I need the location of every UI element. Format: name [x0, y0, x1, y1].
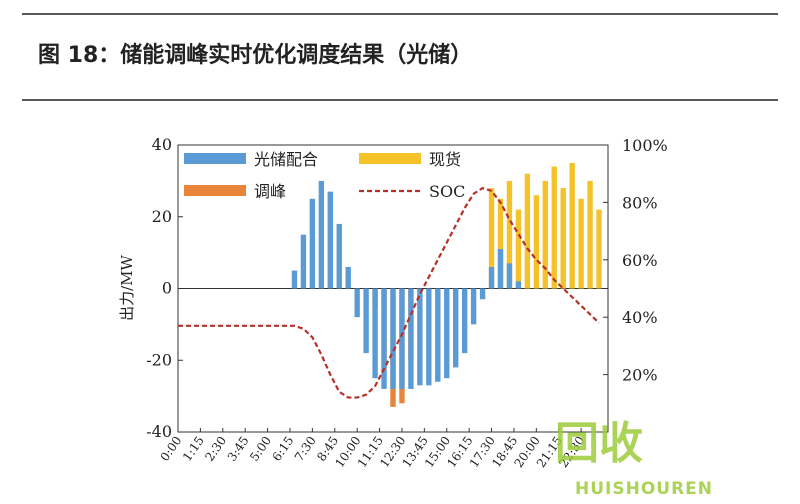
bar	[399, 288, 405, 389]
bar	[569, 162, 575, 289]
y-tick-label: 0	[162, 279, 172, 298]
bar	[488, 266, 495, 289]
bar	[381, 288, 387, 389]
bar	[596, 209, 602, 289]
bar	[372, 288, 378, 379]
y-axis-label: 出力/MW	[118, 255, 136, 321]
bar	[453, 288, 459, 368]
y2-tick-label: 20%	[622, 366, 658, 385]
bar	[327, 191, 333, 289]
x-tick-label: 5:00	[247, 434, 274, 464]
bar	[363, 288, 369, 354]
x-tick-label: 3:45	[225, 434, 252, 464]
watermark: 回收	[555, 418, 643, 469]
bar	[300, 234, 307, 289]
legend-swatch	[184, 153, 246, 164]
bar	[309, 198, 316, 289]
y2-tick-label: 60%	[622, 251, 658, 270]
soc-line	[178, 186, 600, 399]
chart-title: 图 18：储能调峰实时优化调度结果（光储）	[38, 42, 472, 68]
bar	[417, 288, 423, 386]
bar	[318, 180, 325, 289]
bar	[587, 180, 593, 289]
bar	[524, 173, 531, 289]
legend-label: SOC	[429, 182, 465, 201]
bar	[470, 288, 477, 325]
bar	[408, 288, 414, 389]
bar	[560, 188, 566, 289]
bar	[488, 188, 495, 289]
y2-tick-label: 100%	[622, 136, 668, 155]
bar	[497, 198, 504, 289]
legend-label: 光储配合	[254, 150, 318, 169]
watermark: HUISHOUREN	[575, 479, 713, 499]
bar	[426, 288, 432, 386]
bar	[444, 288, 450, 379]
x-tick-label: 6:15	[270, 434, 297, 464]
bar	[390, 288, 396, 389]
x-tick-label: 1:15	[180, 434, 207, 464]
y2-tick-label: 80%	[622, 193, 658, 212]
legend-label: 现货	[429, 150, 461, 169]
bar	[479, 288, 486, 300]
bar	[551, 166, 557, 289]
bar	[336, 223, 342, 289]
legend-label: 调峰	[254, 182, 286, 201]
bar	[533, 195, 540, 289]
bar	[506, 180, 513, 289]
legend-swatch	[359, 153, 421, 164]
bar	[435, 288, 441, 382]
bar	[506, 263, 513, 289]
y-tick-label: 20	[152, 207, 172, 226]
x-tick-label: 7:30	[292, 434, 319, 464]
bar	[345, 266, 351, 289]
y2-tick-label: 40%	[622, 308, 658, 327]
y-tick-label: -40	[146, 422, 172, 441]
bar	[515, 209, 522, 289]
y-tick-label: 40	[152, 135, 172, 154]
x-tick-label: 2:30	[202, 434, 229, 464]
y-tick-label: -20	[146, 350, 172, 369]
bar	[354, 288, 360, 318]
bar	[497, 249, 504, 289]
legend-swatch	[184, 185, 246, 196]
bar	[542, 180, 548, 289]
bar	[291, 270, 298, 289]
bar	[515, 281, 522, 289]
bar	[461, 288, 468, 354]
bar	[578, 198, 584, 289]
